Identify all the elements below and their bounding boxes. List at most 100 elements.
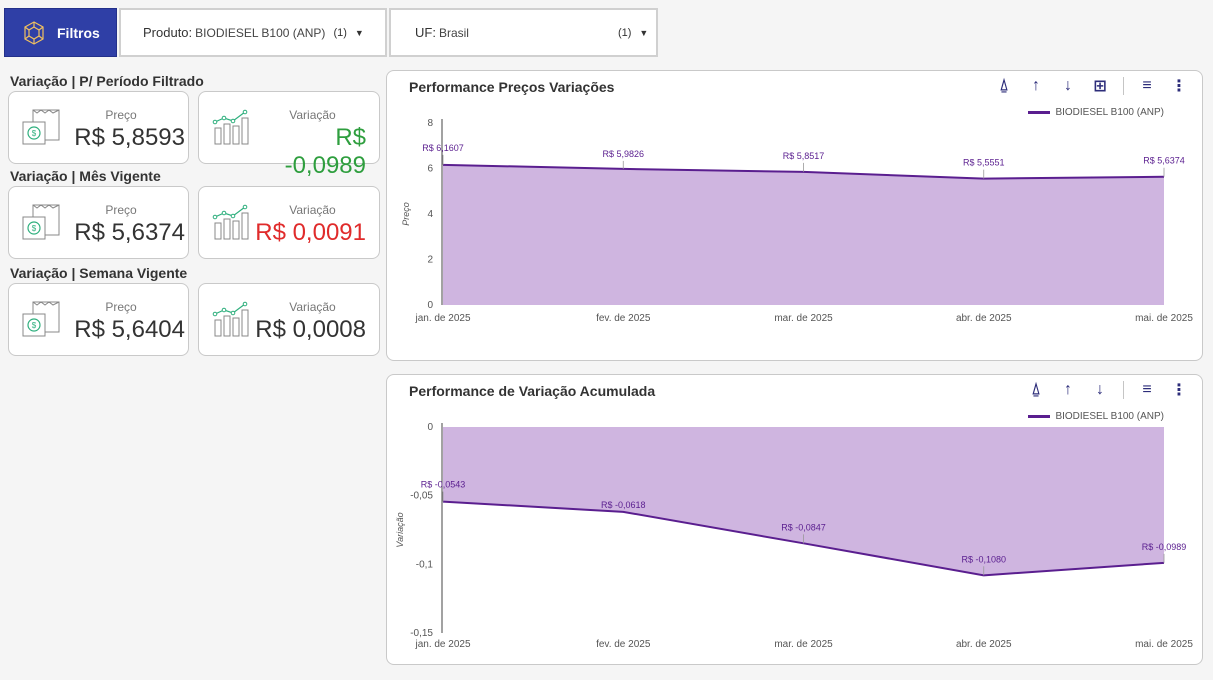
- filter-icon[interactable]: ≡: [1142, 77, 1152, 94]
- bar-chart-growth-icon: [212, 301, 249, 337]
- data-label: R$ -0,0847: [781, 522, 826, 532]
- filtros-button[interactable]: Filtros: [4, 8, 117, 57]
- legend-label: BIODIESEL B100 (ANP): [1055, 107, 1164, 118]
- toolbar-divider: [1123, 381, 1124, 399]
- uf-filter-dropdown[interactable]: UF: Brasil (1) ▼: [389, 8, 658, 57]
- data-label: R$ 5,5551: [963, 158, 1005, 168]
- variacao-area-chart: 0 -0,05 -0,1 -0,15 Variação jan. de 2025 fev. …: [395, 422, 1193, 650]
- bar-chart-growth-icon: [212, 204, 249, 240]
- performance-precos-card: Performance Preços Variações ⍙ ↑ ↓ ⊞ ≡ ⋮…: [386, 70, 1203, 361]
- preco-card[interactable]: $ Preço R$ 5,6374: [8, 186, 189, 259]
- chart-legend: BIODIESEL B100 (ANP): [1028, 411, 1164, 422]
- data-label: R$ -0,0543: [421, 480, 466, 490]
- series-area: [443, 164, 1164, 305]
- more-options-icon[interactable]: ⋮: [1171, 382, 1187, 399]
- drill-up-icon[interactable]: ⍙: [1031, 381, 1041, 398]
- legend-label: BIODIESEL B100 (ANP): [1055, 411, 1164, 422]
- svg-text:$: $: [32, 321, 37, 330]
- y-tick-label: 4: [427, 209, 433, 220]
- chevron-down-icon: ▼: [354, 27, 364, 38]
- x-tick-label: fev. de 2025: [596, 313, 651, 324]
- x-tick-label: mar. de 2025: [774, 313, 833, 324]
- visual-toolbar: ⍙ ↑ ↓ ≡ ⋮: [1027, 381, 1188, 399]
- variacao-value: R$ 0,0091: [255, 219, 366, 246]
- y-tick-label: 0: [427, 300, 433, 311]
- x-tick-label: jan. de 2025: [414, 639, 470, 650]
- variacao-label: Variação: [289, 300, 336, 314]
- arrow-down-icon[interactable]: ↓: [1064, 77, 1072, 94]
- y-tick-label: 0: [427, 422, 433, 433]
- filter-icon[interactable]: ≡: [1142, 381, 1152, 398]
- y-axis-label: Variação: [395, 512, 405, 547]
- x-tick-label: abr. de 2025: [956, 313, 1012, 324]
- bar-chart-growth-icon: [212, 109, 249, 145]
- produto-filter-dropdown[interactable]: Produto: BIODIESEL B100 (ANP) (1) ▼: [119, 8, 387, 57]
- filter-bar: Filtros Produto: BIODIESEL B100 (ANP) (1…: [0, 0, 1213, 62]
- chart-title: Performance Preços Variações: [409, 79, 615, 95]
- y-tick-label: 2: [427, 255, 433, 266]
- y-tick-label: 8: [427, 118, 433, 129]
- preco-card[interactable]: $ Preço R$ 5,6404: [8, 283, 189, 356]
- preco-label: Preço: [105, 108, 137, 122]
- data-label: R$ 6,1607: [422, 143, 464, 153]
- section-title: Variação | Semana Vigente: [10, 265, 188, 281]
- legend-swatch: [1028, 415, 1051, 418]
- x-tick-label: abr. de 2025: [956, 639, 1012, 650]
- data-label: R$ -0,1080: [961, 554, 1006, 564]
- money-document-icon: $: [22, 301, 60, 337]
- y-tick-label: -0,1: [416, 559, 434, 570]
- money-document-icon: $: [22, 204, 60, 240]
- arrow-down-icon[interactable]: ↓: [1096, 381, 1104, 398]
- legend-swatch: [1028, 111, 1051, 114]
- more-options-icon[interactable]: ⋮: [1171, 78, 1187, 95]
- y-axis-label: Preço: [401, 202, 411, 226]
- arrow-up-icon[interactable]: ↑: [1032, 77, 1040, 94]
- expand-hierarchy-icon[interactable]: ⊞: [1093, 78, 1107, 95]
- series-line: [442, 163, 1165, 180]
- uf-filter-label: UF:: [415, 25, 436, 40]
- variacao-value: R$ -0,0989: [284, 124, 366, 179]
- preco-label: Preço: [105, 300, 137, 314]
- x-tick-label: mai. de 2025: [1135, 313, 1193, 324]
- series-area: [443, 427, 1164, 576]
- y-tick-label: -0,15: [410, 628, 433, 639]
- x-tick-label: jan. de 2025: [414, 313, 470, 324]
- data-label: R$ -0,0989: [1142, 542, 1187, 552]
- produto-filter-value: BIODIESEL B100 (ANP): [195, 25, 326, 40]
- preco-value: R$ 5,6374: [74, 219, 185, 246]
- produto-filter-count: (1): [333, 26, 347, 39]
- y-tick-label: -0,05: [410, 491, 433, 502]
- uf-filter-count: (1): [617, 26, 632, 39]
- section-title: Variação | P/ Período Filtrado: [10, 73, 204, 89]
- data-label: R$ 5,8517: [783, 151, 825, 161]
- arrow-up-icon[interactable]: ↑: [1064, 381, 1072, 398]
- chevron-down-icon: ▼: [639, 27, 649, 38]
- variacao-card[interactable]: Variação R$ 0,0091: [198, 186, 380, 259]
- svg-text:$: $: [32, 224, 37, 233]
- data-label: R$ 5,6374: [1143, 156, 1185, 166]
- produto-filter-label: Produto:: [143, 25, 193, 40]
- toolbar-divider: [1123, 77, 1124, 95]
- variacao-label: Variação: [289, 203, 336, 217]
- preco-value: R$ 5,6404: [74, 316, 185, 343]
- x-tick-label: mai. de 2025: [1135, 639, 1193, 650]
- price-area-chart: 0 2 4 6 8 Preço jan. de 2025 fev. de 2025 mar. d…: [401, 118, 1193, 324]
- variacao-card[interactable]: Variação R$ -0,0989: [198, 91, 380, 179]
- y-tick-label: 6: [427, 164, 433, 175]
- variacao-acumulada-card: Performance de Variação Acumulada ⍙ ↑ ↓ …: [386, 374, 1203, 665]
- variacao-label: Variação: [289, 108, 336, 122]
- chart-title: Performance de Variação Acumulada: [409, 383, 656, 399]
- filtros-label: Filtros: [57, 24, 100, 41]
- variacao-value: R$ 0,0008: [255, 316, 366, 343]
- network-icon: [24, 20, 44, 45]
- variacao-card[interactable]: Variação R$ 0,0008: [198, 283, 380, 356]
- data-label: R$ 5,9826: [602, 149, 644, 159]
- data-label: R$ -0,0618: [601, 500, 646, 510]
- svg-text:$: $: [32, 129, 37, 138]
- chart-legend: BIODIESEL B100 (ANP): [1028, 107, 1164, 118]
- drill-up-icon[interactable]: ⍙: [999, 77, 1009, 94]
- preco-card[interactable]: $ Preço R$ 5,8593: [8, 91, 189, 164]
- uf-filter-value: Brasil: [438, 25, 469, 40]
- x-tick-label: mar. de 2025: [774, 639, 833, 650]
- x-tick-label: fev. de 2025: [596, 639, 651, 650]
